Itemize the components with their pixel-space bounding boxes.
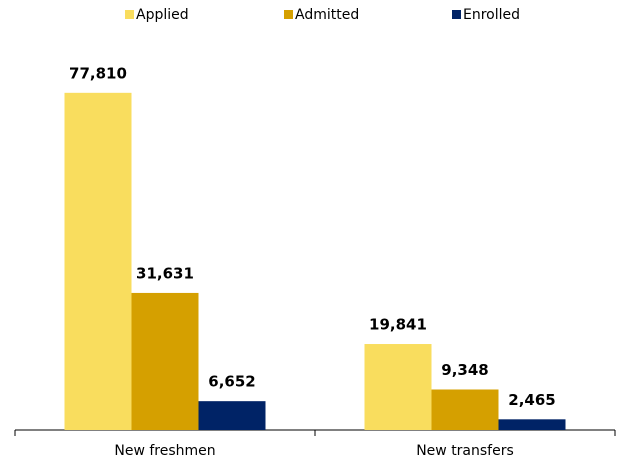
legend-label: Applied bbox=[136, 7, 189, 23]
x-tick-label: New transfers bbox=[416, 443, 514, 459]
value-label: 2,465 bbox=[508, 391, 555, 409]
value-label: 9,348 bbox=[441, 361, 488, 379]
value-label: 6,652 bbox=[208, 373, 255, 391]
legend-label: Admitted bbox=[295, 7, 359, 23]
bar bbox=[131, 292, 199, 430]
bar bbox=[364, 344, 432, 430]
legend-swatch bbox=[284, 10, 293, 19]
bar bbox=[64, 92, 132, 430]
bar bbox=[431, 389, 499, 430]
bar bbox=[198, 401, 266, 430]
value-label: 77,810 bbox=[69, 64, 127, 82]
value-label: 19,841 bbox=[369, 316, 427, 334]
legend-swatch bbox=[452, 10, 461, 19]
legend-swatch bbox=[125, 10, 134, 19]
value-label: 31,631 bbox=[136, 264, 194, 282]
bar bbox=[498, 419, 566, 430]
legend-label: Enrolled bbox=[463, 7, 520, 23]
x-tick-label: New freshmen bbox=[114, 443, 215, 459]
